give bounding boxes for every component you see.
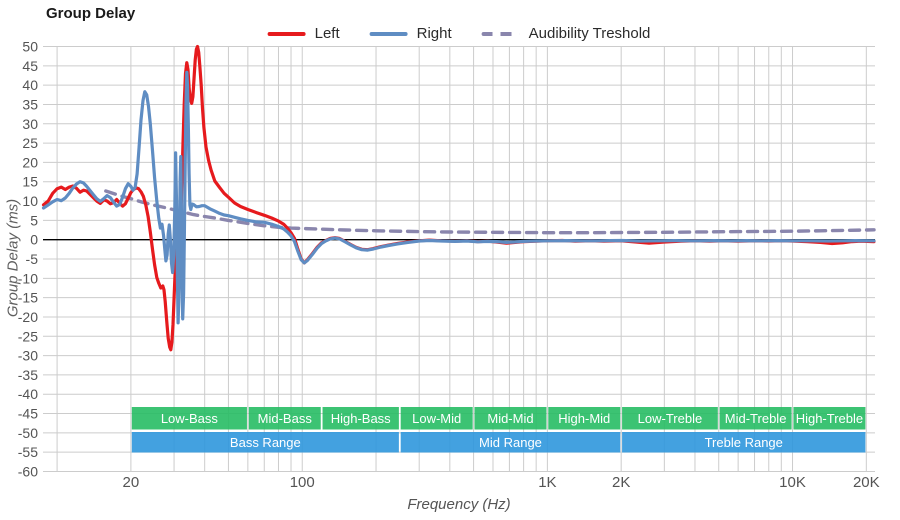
band-sub-ranges bbox=[622, 407, 718, 430]
band-sub-ranges bbox=[793, 407, 866, 430]
x-tick-label: 20 bbox=[123, 474, 140, 491]
y-tick-label: -35 bbox=[18, 367, 38, 383]
band-label: Low-Bass bbox=[161, 411, 219, 426]
band-label: Mid Range bbox=[479, 435, 542, 450]
band-main-ranges bbox=[400, 432, 621, 453]
band-sub-ranges bbox=[248, 407, 321, 430]
band-sub-ranges bbox=[400, 407, 473, 430]
y-axis-title: Group Delay (ms) bbox=[4, 198, 22, 318]
legend-item-audibility-treshold[interactable]: Audibility Treshold bbox=[481, 25, 651, 42]
legend: Left Right Audibility Treshold bbox=[267, 25, 651, 42]
band-label: High-Mid bbox=[558, 411, 610, 426]
band-label: Treble Range bbox=[705, 435, 783, 450]
band-label: Low-Mid bbox=[412, 411, 461, 426]
x-tick-label: 2K bbox=[612, 474, 630, 491]
band-label: Bass Range bbox=[230, 435, 301, 450]
band-sub-ranges bbox=[322, 407, 399, 430]
y-tick-label: -30 bbox=[18, 348, 38, 364]
y-tick-label: -10 bbox=[18, 270, 38, 286]
band-label: Mid-Treble bbox=[725, 411, 787, 426]
x-axis-title: Frequency (Hz) bbox=[407, 496, 511, 513]
y-tick-label: 40 bbox=[22, 77, 38, 93]
y-tick-label: 25 bbox=[22, 135, 38, 151]
y-tick-label: -25 bbox=[18, 328, 38, 344]
y-tick-label: -50 bbox=[18, 425, 38, 441]
chart-title: Group Delay bbox=[46, 5, 136, 22]
y-tick-label: 20 bbox=[22, 154, 38, 170]
legend-label-right: Right bbox=[416, 25, 452, 42]
y-tick-label: 35 bbox=[22, 96, 38, 112]
y-tick-label: 0 bbox=[30, 232, 38, 248]
legend-label-left: Left bbox=[314, 25, 340, 42]
y-tick-label: 30 bbox=[22, 116, 38, 132]
y-tick-label: -40 bbox=[18, 386, 38, 402]
band-label: High-Treble bbox=[796, 411, 863, 426]
y-tick-label: -15 bbox=[18, 290, 38, 306]
band-main-ranges bbox=[622, 432, 866, 453]
legend-item-right[interactable]: Right bbox=[369, 25, 452, 42]
y-tick-label: 50 bbox=[22, 39, 38, 55]
y-tick-label: -20 bbox=[18, 309, 38, 325]
y-tick-label: -60 bbox=[18, 464, 38, 480]
y-tick-label: -5 bbox=[26, 251, 39, 267]
y-tick-label: -55 bbox=[18, 444, 38, 460]
band-sub-ranges bbox=[719, 407, 792, 430]
y-tick-label: 15 bbox=[22, 174, 38, 190]
band-sub-ranges bbox=[548, 407, 621, 430]
band-main-ranges bbox=[131, 432, 399, 453]
y-tick-label: 10 bbox=[22, 193, 38, 209]
y-tick-label: 45 bbox=[22, 58, 38, 74]
series-line-audibility-treshold bbox=[104, 189, 876, 235]
legend-item-left[interactable]: Left bbox=[267, 25, 340, 42]
y-tick-label: -45 bbox=[18, 406, 38, 422]
x-tick-label: 20K bbox=[853, 474, 880, 491]
band-label: Mid-Mid bbox=[487, 411, 533, 426]
y-tick-label: 5 bbox=[30, 212, 38, 228]
x-tick-label: 10K bbox=[779, 474, 806, 491]
band-sub-ranges bbox=[474, 407, 547, 430]
series-line-left bbox=[41, 44, 876, 352]
legend-label-audibility-treshold: Audibility Treshold bbox=[528, 25, 651, 42]
band-label: Mid-Bass bbox=[258, 411, 313, 426]
audibility-treshold-swatch bbox=[481, 31, 520, 36]
x-tick-label: 100 bbox=[290, 474, 315, 491]
x-tick-label: 1K bbox=[538, 474, 556, 491]
band-sub-ranges bbox=[131, 407, 247, 430]
series-line-right bbox=[41, 70, 876, 325]
right-line-swatch bbox=[369, 31, 408, 36]
left-line-swatch bbox=[267, 31, 306, 36]
band-label: High-Bass bbox=[331, 411, 391, 426]
band-label: Low-Treble bbox=[638, 411, 703, 426]
